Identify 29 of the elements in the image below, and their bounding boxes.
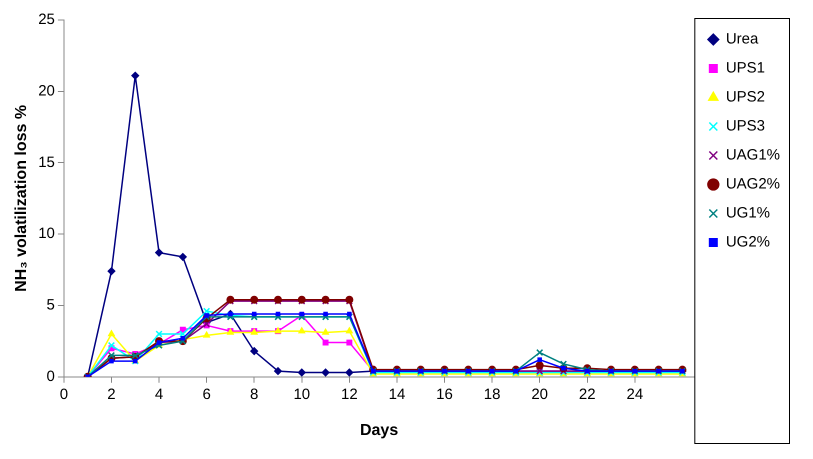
x-tick-label: 22 [578, 386, 596, 403]
legend-label: UAG2% [726, 176, 780, 193]
y-tick-label: 25 [38, 11, 55, 28]
y-tick-label: 10 [38, 225, 55, 242]
legend-label: UG1% [726, 204, 770, 222]
y-tick-label: 15 [38, 154, 55, 171]
x-tick-label: 20 [531, 386, 548, 403]
x-tick-label: 14 [388, 386, 406, 403]
legend-label: UPS1 [726, 60, 766, 77]
legend-label: UPS2 [726, 88, 766, 106]
x-tick-label: 18 [484, 386, 500, 403]
x-tick-label: 2 [107, 386, 116, 403]
x-tick-label: 16 [436, 386, 453, 403]
y-axis-title: NH₃ volatilization loss % [13, 104, 30, 292]
y-tick-label: 5 [46, 296, 55, 314]
x-tick-label: 12 [341, 386, 358, 403]
x-tick-label: 4 [154, 386, 164, 403]
x-tick-label: 24 [626, 386, 644, 403]
y-tick-label: 20 [38, 82, 55, 100]
x-tick-label: 10 [293, 386, 310, 403]
legend-label: Urea [726, 30, 759, 48]
legend-label: UPS3 [726, 118, 766, 135]
x-tick-label: 0 [60, 386, 68, 403]
x-tick-label: 6 [202, 386, 211, 403]
legend-label: UG2% [726, 234, 770, 251]
y-tick-label: 0 [46, 368, 55, 385]
legend-label: UAG1% [726, 146, 780, 164]
x-axis-title: Days [360, 422, 398, 439]
x-tick-label: 8 [250, 386, 258, 403]
